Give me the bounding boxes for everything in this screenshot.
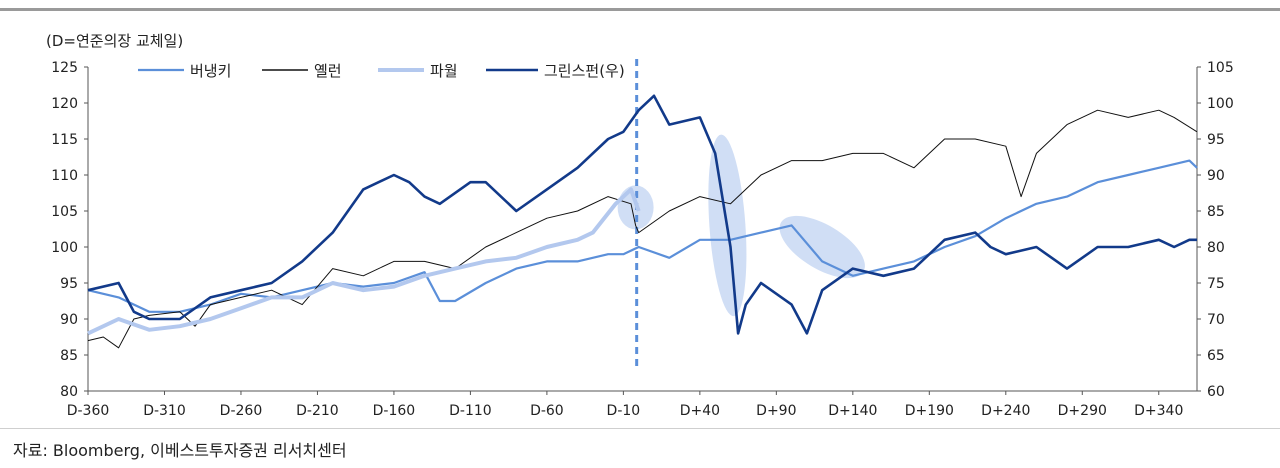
top-rule (0, 8, 1280, 11)
y-left-tick-label: 85 (60, 348, 78, 364)
y-left-tick-label: 115 (51, 132, 78, 148)
y-right-tick-label: 75 (1207, 276, 1225, 292)
source-rule (0, 428, 1280, 429)
unit-note: (D=연준의장 교체일) (46, 32, 184, 50)
y-right-tick-label: 60 (1207, 384, 1225, 400)
y-left-tick-label: 100 (51, 240, 78, 256)
y-right-tick-label: 65 (1207, 348, 1225, 364)
y-left-tick-label: 80 (60, 384, 78, 400)
y-right-tick-label: 70 (1207, 312, 1225, 328)
x-tick-label: D+190 (905, 403, 954, 419)
powell-series-line (87, 187, 641, 336)
x-tick-label: D+290 (1058, 403, 1107, 419)
x-tick-label: D-160 (373, 403, 416, 419)
x-tick-label: D-260 (220, 403, 263, 419)
highlight-ellipse (779, 215, 865, 279)
y-left-tick-label: 95 (60, 276, 78, 292)
y-left-tick-label: 105 (51, 204, 78, 220)
y-left-tick-label: 110 (51, 168, 78, 184)
x-tick-label: D+140 (828, 403, 877, 419)
y-left-tick-label: 125 (51, 60, 78, 76)
y-left-tick-label: 90 (60, 312, 78, 328)
powell-legend-label: 파월 (430, 62, 458, 80)
x-tick-label: D-60 (530, 403, 564, 419)
y-right-tick-label: 95 (1207, 132, 1225, 148)
bernanke-legend-label: 버냉키 (190, 62, 231, 80)
y-left-tick-label: 120 (51, 96, 78, 112)
y-right-tick-label: 105 (1207, 60, 1234, 76)
x-tick-label: D+340 (1134, 403, 1183, 419)
greenspan-series-line (87, 94, 1197, 335)
x-tick-label: D-310 (143, 403, 186, 419)
x-tick-label: D-10 (607, 403, 641, 419)
x-tick-label: D+40 (680, 403, 720, 419)
line-chart: 80 85 90 95 100 105 110 115 120 125 60 65 70 75 80 85 90… (51, 59, 1234, 419)
x-tick-label: D+240 (981, 403, 1030, 419)
yellen-series-line (87, 109, 1198, 349)
x-tick-label: D+90 (756, 403, 796, 419)
y-right-tick-label: 100 (1207, 96, 1234, 112)
yellen-legend-label: 옐런 (314, 62, 342, 80)
x-tick-label: D-210 (296, 403, 339, 419)
y-right-tick-label: 85 (1207, 204, 1225, 220)
greenspan-legend-label: 그린스펀(우) (544, 62, 625, 80)
x-tick-label: D-110 (449, 403, 492, 419)
y-right-tick-label: 90 (1207, 168, 1225, 184)
x-tick-label: D-360 (67, 403, 110, 419)
bernanke-series-line (87, 159, 1198, 313)
y-right-tick-label: 80 (1207, 240, 1225, 256)
source-note: 자료: Bloomberg, 이베스트투자증권 리서치센터 (13, 441, 347, 460)
